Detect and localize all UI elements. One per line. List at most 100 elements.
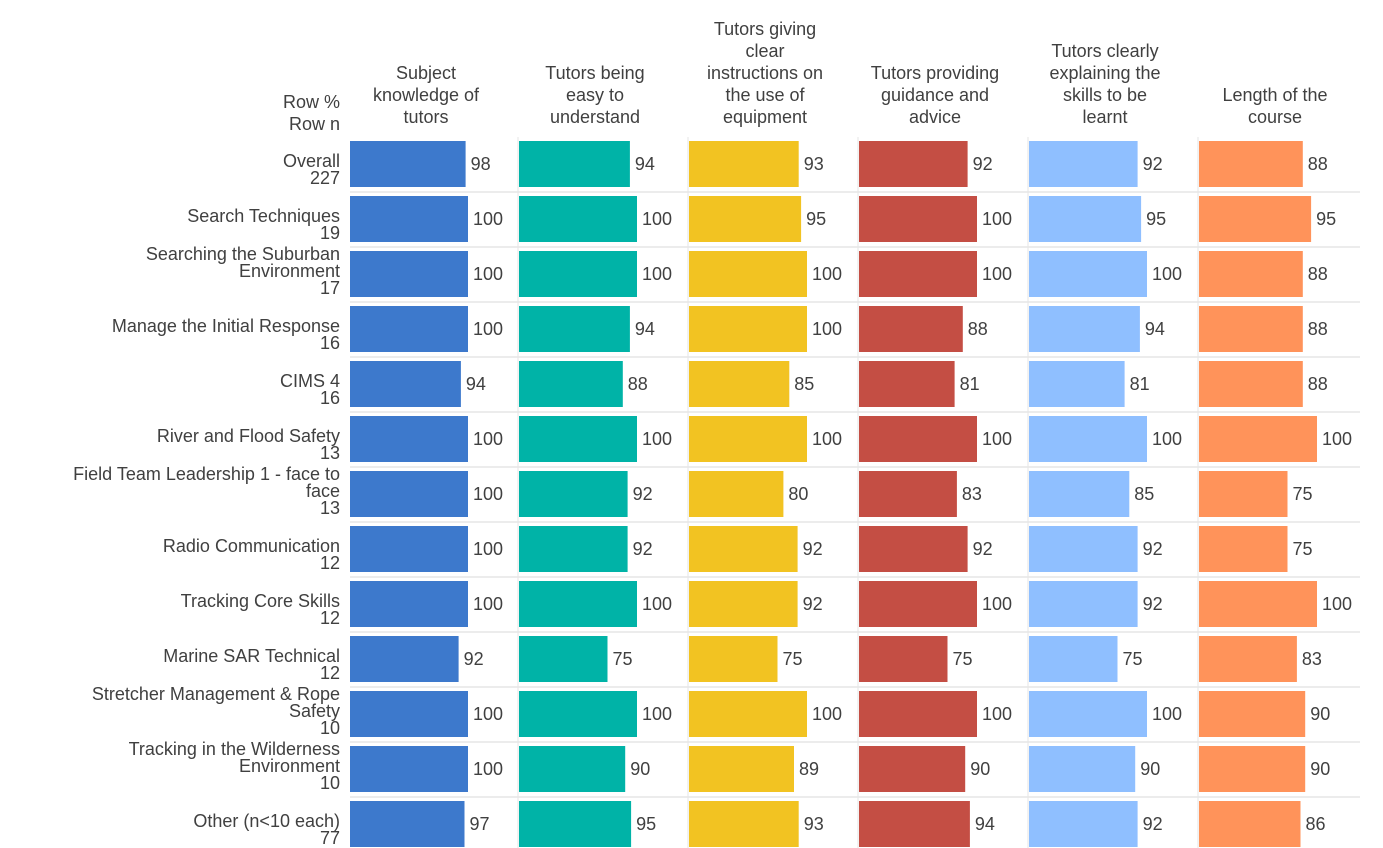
- bar: [350, 636, 459, 682]
- row-label-n: 17: [319, 278, 340, 298]
- bar: [1199, 746, 1306, 792]
- row-label: Tracking in the Wilderness Environment 1…: [128, 739, 340, 793]
- data-label: 88: [1308, 374, 1328, 394]
- bar: [519, 801, 632, 847]
- data-label: 92: [633, 539, 653, 559]
- row-label: Search Techniques 19: [187, 206, 340, 243]
- row-label-name: Search Techniques: [187, 206, 340, 226]
- row-label-name: Searching the Suburban Environment: [145, 244, 340, 281]
- data-label: 92: [633, 484, 653, 504]
- bar: [1199, 801, 1301, 847]
- bar: [689, 251, 807, 297]
- data-label: 95: [806, 209, 826, 229]
- data-label: 88: [1308, 154, 1328, 174]
- bar: [1029, 636, 1118, 682]
- bar: [1029, 416, 1147, 462]
- bar: [519, 141, 630, 187]
- data-label: 100: [642, 264, 672, 284]
- data-label: 93: [804, 154, 824, 174]
- bar: [1029, 526, 1138, 572]
- data-label: 75: [613, 649, 633, 669]
- column-header: Tutors clearly explaining the skills to …: [1049, 41, 1161, 127]
- row-label-n: 16: [319, 333, 340, 353]
- data-label: 92: [973, 154, 993, 174]
- data-label: 94: [466, 374, 486, 394]
- bar: [350, 801, 465, 847]
- bar: [519, 361, 623, 407]
- bar: [1029, 746, 1136, 792]
- data-label: 100: [812, 319, 842, 339]
- bar: [1199, 691, 1306, 737]
- data-label: 75: [783, 649, 803, 669]
- row-label-n: 13: [319, 498, 340, 518]
- row-label-name: Overall: [282, 151, 340, 171]
- data-label: 98: [471, 154, 491, 174]
- data-label: 100: [473, 264, 503, 284]
- data-label: 85: [1134, 484, 1154, 504]
- data-label: 92: [1143, 154, 1163, 174]
- data-label: 100: [1152, 704, 1182, 724]
- bar: [859, 251, 977, 297]
- data-label: 100: [473, 319, 503, 339]
- row-header-label: Row % Row n: [282, 92, 340, 134]
- data-label: 100: [1322, 594, 1352, 614]
- bar: [1029, 691, 1147, 737]
- row-label-name: Marine SAR Technical: [163, 646, 340, 666]
- data-label: 95: [636, 814, 656, 834]
- data-label: 75: [953, 649, 973, 669]
- column-header: Tutors providing guidance and advice: [870, 63, 1000, 127]
- row-label-name: Field Team Leadership 1 - face to face: [73, 464, 340, 501]
- data-label: 100: [473, 759, 503, 779]
- bar: [519, 471, 628, 517]
- bar: [859, 471, 957, 517]
- row-label-name: CIMS 4: [279, 371, 340, 391]
- column-header: Tutors giving clear instructions on the …: [706, 19, 824, 127]
- data-label: 90: [970, 759, 990, 779]
- data-label: 100: [473, 429, 503, 449]
- data-label: 100: [473, 209, 503, 229]
- row-label-name: Stretcher Management & Rope Safety: [91, 684, 340, 721]
- row-label: CIMS 4 16: [279, 371, 340, 408]
- data-label: 88: [1308, 264, 1328, 284]
- bar: [1199, 636, 1297, 682]
- bar: [350, 251, 468, 297]
- data-label: 94: [635, 154, 655, 174]
- bar: [1199, 526, 1288, 572]
- row-label-n: 77: [319, 828, 340, 848]
- row-label-n: 227: [309, 168, 340, 188]
- data-label: 100: [642, 209, 672, 229]
- bar: [689, 691, 807, 737]
- bar: [1029, 251, 1147, 297]
- data-label: 92: [973, 539, 993, 559]
- bar: [859, 526, 968, 572]
- bar: [859, 141, 968, 187]
- row-label-name: Tracking in the Wilderness Environment: [128, 739, 340, 776]
- data-label: 93: [804, 814, 824, 834]
- bar: [689, 801, 799, 847]
- data-label: 95: [1146, 209, 1166, 229]
- row-label-n: 10: [319, 773, 340, 793]
- data-label: 100: [1322, 429, 1352, 449]
- data-label: 80: [788, 484, 808, 504]
- data-label: 92: [1143, 814, 1163, 834]
- bar: [689, 306, 807, 352]
- row-label-n: 16: [319, 388, 340, 408]
- data-label: 81: [960, 374, 980, 394]
- data-label: 75: [1293, 484, 1313, 504]
- data-label: 100: [473, 704, 503, 724]
- bar: [1199, 141, 1303, 187]
- row-label-n: 12: [319, 663, 340, 683]
- data-label: 100: [812, 429, 842, 449]
- data-label: 100: [982, 594, 1012, 614]
- bar: [1029, 801, 1138, 847]
- bar: [1199, 581, 1317, 627]
- bar: [1029, 471, 1130, 517]
- bar: [350, 196, 468, 242]
- row-label-name: River and Flood Safety: [156, 426, 340, 446]
- bar: [859, 361, 955, 407]
- data-label: 100: [982, 209, 1012, 229]
- row-label-n: 12: [319, 553, 340, 573]
- data-label: 94: [635, 319, 655, 339]
- bar: [1029, 306, 1140, 352]
